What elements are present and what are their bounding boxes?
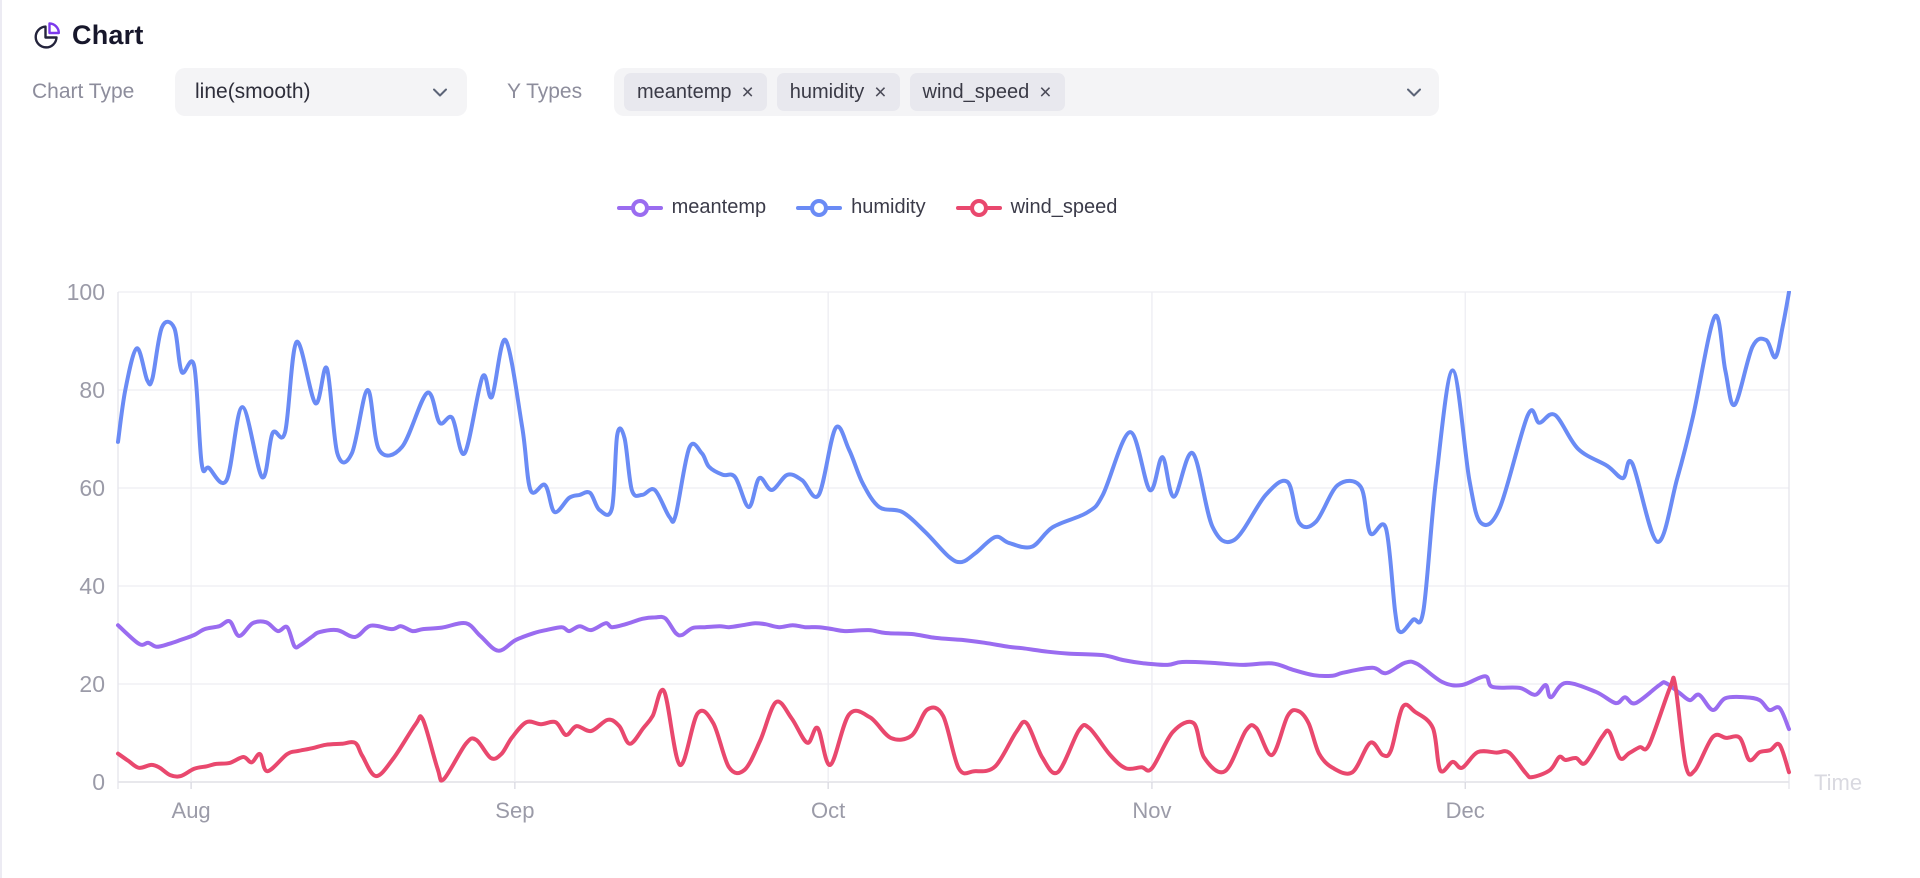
y-axis-tick-label: 100: [67, 279, 105, 305]
legend-marker-icon: [796, 198, 843, 217]
legend-item-wind_speed[interactable]: wind_speed: [955, 196, 1118, 219]
x-axis-title: Time: [1814, 770, 1862, 795]
y-types-label: Y Types: [507, 80, 583, 103]
tag-label: meantemp: [637, 80, 732, 103]
chart-type-select[interactable]: line(smooth): [175, 68, 467, 116]
y-axis-tick-label: 0: [92, 769, 105, 795]
y-axis-tick-label: 60: [79, 475, 105, 501]
legend-item-meantemp[interactable]: meantemp: [616, 196, 767, 219]
y-type-tag-list: meantemp × humidity × wind_speed ×: [624, 73, 1407, 111]
tag-remove-icon[interactable]: ×: [741, 80, 754, 104]
series-path-wind_speed[interactable]: [116, 675, 1791, 783]
pie-chart-icon: [32, 21, 62, 51]
tag-label: humidity: [789, 80, 865, 103]
legend-marker-icon: [616, 198, 663, 217]
y-axis-tick-label: 40: [79, 573, 105, 599]
chart-type-value: line(smooth): [195, 80, 311, 103]
x-axis-tick-label: Aug: [172, 798, 211, 823]
y-axis-tick-label: 20: [79, 671, 105, 697]
legend-marker-icon: [955, 198, 1002, 217]
y-types-select[interactable]: meantemp × humidity × wind_speed ×: [614, 68, 1439, 116]
y-type-tag-wind_speed[interactable]: wind_speed ×: [909, 73, 1065, 111]
chevron-down-icon: [433, 88, 447, 96]
x-axis-tick-label: Oct: [811, 798, 845, 823]
legend-item-humidity[interactable]: humidity: [796, 196, 926, 219]
tag-remove-icon[interactable]: ×: [874, 80, 887, 104]
y-type-tag-meantemp[interactable]: meantemp ×: [624, 73, 767, 111]
y-axis-tick-label: 80: [79, 377, 105, 403]
y-type-tag-humidity[interactable]: humidity ×: [776, 73, 900, 111]
legend-label: wind_speed: [1010, 196, 1118, 218]
x-axis-tick-label: Dec: [1446, 798, 1485, 823]
controls-row: Chart Type line(smooth) Y Types meantemp…: [32, 68, 1892, 116]
series-path-meantemp[interactable]: [116, 614, 1791, 732]
tag-label: wind_speed: [922, 80, 1030, 103]
x-axis-tick-label: Nov: [1132, 798, 1171, 823]
x-axis-tick-label: Sep: [495, 798, 534, 823]
series-path-humidity[interactable]: [116, 291, 1791, 635]
chart-legend: meantemp humidity wind_speed: [2, 196, 1732, 219]
legend-label: humidity: [851, 196, 926, 218]
chevron-down-icon: [1407, 88, 1421, 96]
legend-label: meantemp: [671, 196, 767, 218]
chart-type-label: Chart Type: [32, 80, 135, 103]
tag-remove-icon[interactable]: ×: [1039, 80, 1052, 104]
page-title: Chart: [72, 20, 144, 50]
header: Chart: [32, 20, 144, 51]
